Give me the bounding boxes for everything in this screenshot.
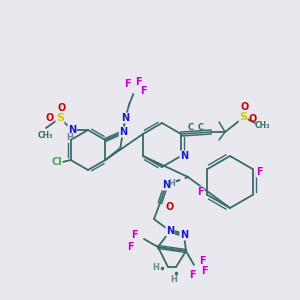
Text: N: N <box>180 151 188 161</box>
Text: C: C <box>198 124 204 133</box>
Text: F: F <box>199 256 205 266</box>
Text: N: N <box>68 125 76 135</box>
Text: F: F <box>140 86 147 96</box>
Text: F: F <box>189 270 195 280</box>
Text: N: N <box>119 127 128 137</box>
Text: CH₃: CH₃ <box>254 121 270 130</box>
Text: F: F <box>201 266 207 276</box>
Text: F: F <box>197 187 204 197</box>
Text: O: O <box>249 114 257 124</box>
Text: H: H <box>153 262 159 272</box>
Text: N: N <box>166 226 174 236</box>
Text: CH₃: CH₃ <box>37 130 53 140</box>
Text: F: F <box>135 77 142 87</box>
Text: O: O <box>46 113 54 123</box>
Text: N: N <box>162 180 170 190</box>
Text: O: O <box>166 202 174 212</box>
Text: O: O <box>58 103 66 113</box>
Text: H: H <box>169 178 176 188</box>
Text: C: C <box>188 124 194 133</box>
Text: F: F <box>131 230 137 240</box>
Text: N: N <box>121 113 129 123</box>
Text: F: F <box>124 79 130 89</box>
Text: O: O <box>241 102 249 112</box>
Text: S: S <box>56 113 64 123</box>
Text: F: F <box>127 242 133 252</box>
Text: H: H <box>67 133 73 142</box>
Text: F: F <box>256 167 263 177</box>
Text: H: H <box>171 274 177 284</box>
Text: N: N <box>180 230 188 240</box>
Text: Cl: Cl <box>51 157 62 167</box>
Text: S: S <box>239 112 247 122</box>
